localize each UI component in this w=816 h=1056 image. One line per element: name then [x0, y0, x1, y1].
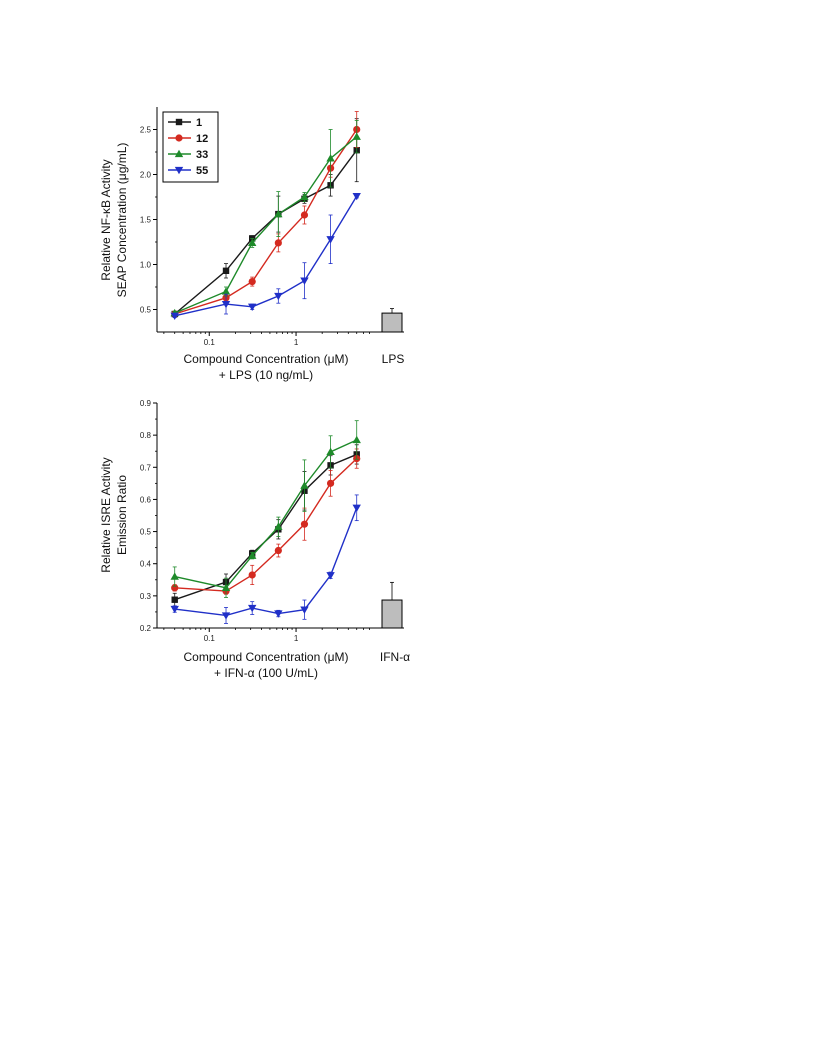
data-point [352, 504, 361, 512]
legend-label: 33 [196, 149, 208, 161]
y-tick-label: 0.5 [140, 306, 152, 315]
x-axis-label: Compound Concentration (μM) [184, 650, 349, 664]
data-point [248, 604, 257, 613]
data-point [170, 312, 179, 320]
y-axis-label: Emission Ratio [115, 475, 129, 555]
data-point [300, 481, 309, 489]
legend-label: 1 [196, 117, 202, 129]
data-point [274, 522, 283, 530]
y-tick-label: 2.5 [140, 126, 152, 135]
y-axis-label: SEAP Concentration (μg/mL) [115, 143, 129, 298]
control-bar [381, 312, 403, 333]
data-point [170, 572, 179, 580]
series-55 [170, 192, 361, 320]
legend-label: 12 [196, 133, 208, 145]
data-point [352, 435, 361, 444]
data-point [248, 303, 257, 311]
y-tick-label: 1.0 [140, 261, 152, 270]
data-point [221, 612, 231, 620]
data-point [221, 287, 231, 295]
data-point [326, 572, 335, 580]
data-point [326, 479, 335, 487]
control-bar [381, 599, 403, 629]
series-line [174, 439, 358, 589]
y-tick-label: 2.0 [140, 171, 152, 180]
series-line [174, 458, 358, 592]
x-axis-label: + LPS (10 ng/mL) [219, 368, 313, 382]
data-point [326, 236, 335, 244]
data-point [221, 300, 231, 309]
data-point [170, 605, 179, 614]
data-point [274, 209, 283, 218]
data-point [326, 154, 335, 162]
y-tick-label: 0.9 [140, 399, 152, 408]
x-tick-label: 0.1 [204, 634, 216, 643]
x-axis-label: Compound Concentration (μM) [184, 352, 349, 366]
y-tick-label: 0.7 [140, 463, 152, 472]
legend-marker [175, 134, 183, 142]
data-point [274, 292, 283, 301]
series-33 [170, 120, 361, 317]
data-point [221, 583, 231, 591]
data-point [248, 278, 256, 286]
data-point [300, 277, 309, 285]
y-tick-label: 0.2 [140, 624, 152, 633]
series-line [174, 195, 358, 317]
data-point [326, 447, 335, 456]
legend-label: 55 [196, 165, 208, 177]
data-point [300, 520, 309, 528]
y-tick-label: 1.5 [140, 216, 152, 225]
legend-marker [175, 118, 183, 126]
y-axis-label: Relative NF-κB Activity [99, 159, 113, 280]
x-axis-label: + IFN-α (100 U/mL) [214, 666, 318, 680]
x-tick-label: 1 [294, 634, 299, 643]
y-axis-label: Relative ISRE Activity [99, 457, 113, 572]
x-tick-label: 0.1 [204, 338, 216, 347]
data-point [352, 132, 361, 140]
data-point [248, 551, 257, 559]
data-point [274, 610, 283, 618]
x-tick-label: 1 [294, 338, 299, 347]
data-point [248, 238, 257, 247]
y-tick-label: 0.3 [140, 592, 152, 601]
data-point [171, 596, 178, 603]
chart-panel-1: 0.5 1.0 1.5 2.0 2.5 0.1 1 LPS Relative NF-κB Act… [99, 107, 404, 382]
series-33 [170, 420, 361, 598]
data-point [274, 546, 282, 555]
chart-panel-2: 0.2 0.3 0.4 0.5 0.6 0.7 0.8 0.9 0.1 1 IFN-α Relativ… [99, 399, 410, 680]
data-point [274, 239, 282, 247]
data-point [300, 211, 309, 219]
y-tick-label: 0.5 [140, 528, 152, 537]
legend: 1 12 33 55 [162, 111, 219, 183]
control-bar-label: IFN-α [380, 650, 410, 664]
legend-marker [174, 149, 184, 158]
y-tick-label: 0.6 [140, 495, 152, 504]
data-point [222, 267, 230, 274]
data-point [300, 606, 309, 614]
data-point [248, 571, 256, 579]
legend-marker [174, 166, 184, 175]
data-point [352, 192, 361, 201]
y-tick-label: 0.8 [140, 431, 152, 440]
series-55 [170, 494, 361, 624]
y-tick-label: 0.4 [140, 560, 152, 569]
control-bar-label: LPS [382, 352, 405, 366]
data-point [300, 192, 309, 201]
